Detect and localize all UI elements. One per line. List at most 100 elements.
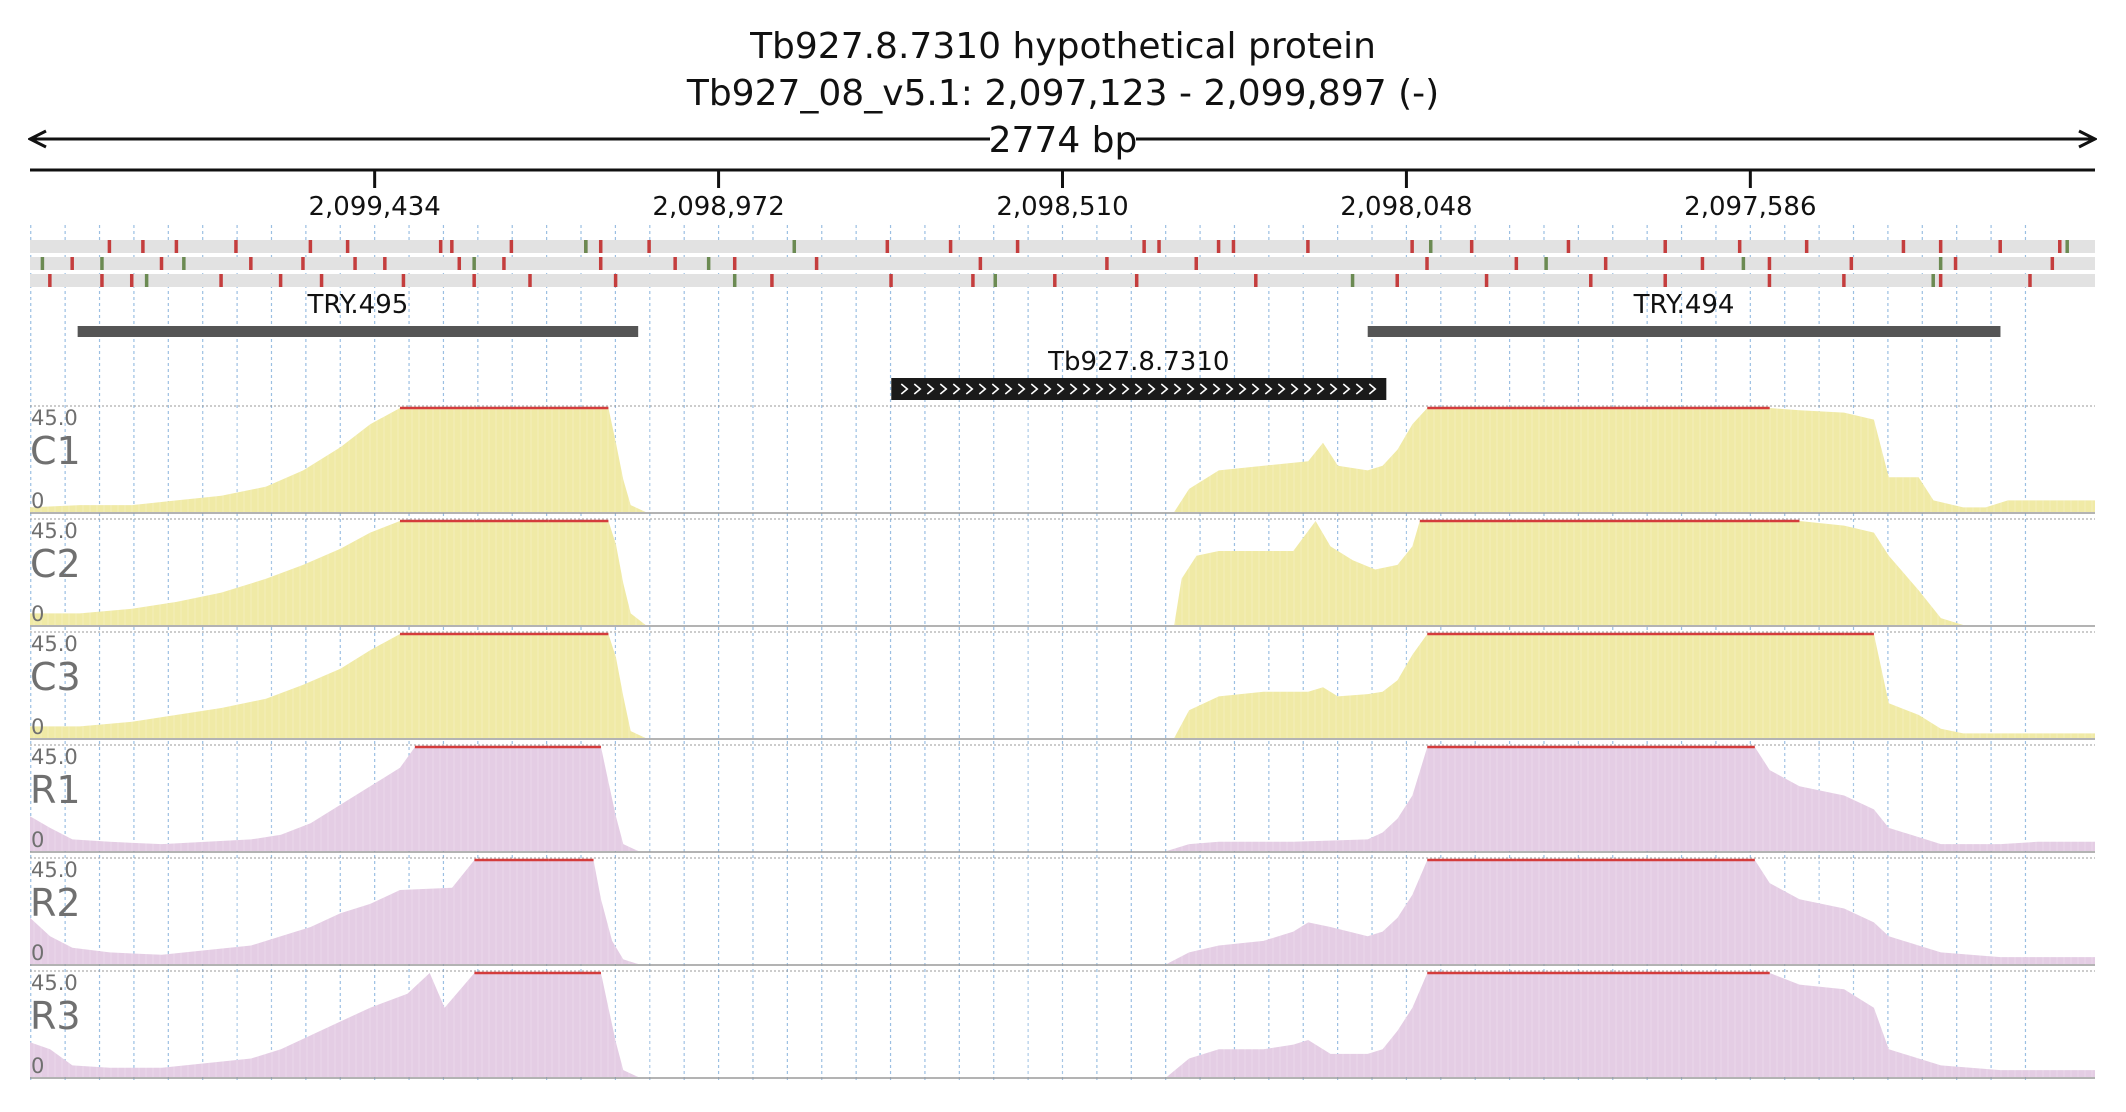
track-scale-max: 45.0: [31, 858, 78, 882]
strand-arrow: [1316, 383, 1325, 395]
stop-codon-mark: [647, 240, 651, 253]
track-scale-max: 45.0: [31, 519, 78, 543]
track-scale-min: 0: [31, 1054, 44, 1078]
stop-codon-mark: [249, 257, 253, 270]
gene-label: Tb927.8.7310: [1047, 347, 1229, 377]
tick-label: 2,099,434: [308, 192, 440, 222]
coverage-area: [30, 860, 2095, 964]
stop-codon-mark: [598, 240, 603, 253]
stop-codon-mark: [1306, 240, 1310, 253]
tick-label: 2,098,510: [996, 192, 1128, 222]
stop-codon-mark: [885, 240, 890, 253]
strand-arrow: [1251, 383, 1260, 395]
strand-arrow: [1303, 383, 1312, 395]
coverage-area: [30, 747, 2095, 851]
start-codon-mark: [993, 274, 998, 287]
stop-codon-mark: [100, 274, 104, 287]
stop-codon-mark: [345, 240, 350, 253]
track-scale-max: 45.0: [31, 406, 78, 430]
span-label-bg: [990, 122, 1136, 156]
stop-codon-mark: [732, 257, 737, 270]
strand-arrow: [939, 383, 948, 395]
start-codon-mark: [182, 257, 186, 270]
strand-arrow: [1004, 383, 1013, 395]
stop-codon-mark: [1469, 240, 1474, 253]
stop-codon-mark: [301, 257, 305, 270]
track-scale-max: 45.0: [31, 632, 78, 656]
stop-codon-mark: [174, 240, 179, 253]
start-codon-mark: [706, 257, 711, 270]
stop-codon-mark: [889, 274, 893, 287]
start-codon-mark: [1428, 240, 1433, 253]
stop-codon-mark: [1938, 240, 1943, 253]
stop-codon-mark: [353, 257, 357, 270]
stop-codon-mark: [528, 274, 532, 287]
strand-arrow: [1329, 383, 1338, 395]
stop-codon-mark: [1849, 257, 1854, 270]
strand-arrow: [1095, 383, 1104, 395]
stop-codon-mark: [1425, 257, 1429, 270]
stop-codon-mark: [219, 274, 223, 287]
stop-codon-mark: [1804, 240, 1809, 253]
stop-codon-mark: [1216, 240, 1221, 253]
start-codon-mark: [472, 257, 476, 270]
stop-codon-mark: [1231, 240, 1236, 253]
stop-codon-mark: [1700, 257, 1705, 270]
start-codon-mark: [100, 257, 104, 270]
coverage-tracks: 45.00C145.00C245.00C345.00R145.00R245.00…: [30, 405, 2095, 1079]
tick-label: 2,098,048: [1340, 192, 1472, 222]
track-scale-min: 0: [31, 489, 44, 513]
track-c1: 45.0 0 C1: [30, 405, 2095, 514]
track-scale-min: 0: [31, 828, 44, 852]
gene-title: Tb927.8.7310 hypothetical protein: [749, 26, 1376, 67]
track-name: C2: [30, 542, 81, 586]
track-scale-min: 0: [31, 715, 44, 739]
coverage-area: [30, 634, 2095, 738]
strand-arrow: [991, 383, 1000, 395]
stop-codon-mark: [450, 240, 454, 253]
track-r1: 45.0 0 R1: [30, 744, 2095, 853]
strand-arrow: [1225, 383, 1234, 395]
stop-codon-mark: [509, 240, 514, 253]
start-codon-mark: [1938, 257, 1943, 270]
strand-arrow: [1082, 383, 1091, 395]
stop-codon-mark: [948, 240, 953, 253]
stop-codon-mark: [1663, 274, 1667, 287]
start-codon-mark: [40, 257, 45, 270]
region-label: TRY.494: [1633, 290, 1735, 320]
strand-arrow: [913, 383, 922, 395]
stop-codon-mark: [278, 274, 283, 287]
strand-arrow: [1264, 383, 1273, 395]
stop-codon-mark: [598, 257, 603, 270]
track-name: R2: [30, 881, 81, 925]
frame-2-band: [30, 257, 2095, 270]
stop-codon-mark: [1395, 274, 1399, 287]
strand-arrow: [1355, 383, 1364, 395]
stop-codon-mark: [1953, 257, 1958, 270]
stop-codon-mark: [141, 240, 145, 253]
stop-codon-mark: [2050, 257, 2055, 270]
stop-codon-mark: [1603, 257, 1608, 270]
stop-codon-mark: [234, 240, 238, 253]
frame-3-band: [30, 274, 2095, 287]
stop-codon-mark: [401, 274, 406, 287]
track-c3: 45.0 0 C3: [30, 631, 2095, 740]
tick-label: 2,098,972: [652, 192, 784, 222]
stop-codon-mark: [383, 257, 387, 270]
stop-codon-mark: [1901, 240, 1906, 253]
stop-codon-mark: [1998, 240, 2002, 253]
strand-arrow: [965, 383, 974, 395]
strand-arrow: [1212, 383, 1221, 395]
stop-codon-mark: [1842, 274, 1846, 287]
track-name: R3: [30, 994, 81, 1038]
locus-title: Tb927_08_v5.1: 2,097,123 - 2,099,897 (-): [686, 73, 1439, 114]
stop-codon-mark: [1254, 274, 1258, 287]
stop-codon-mark: [1053, 274, 1057, 287]
stop-codon-mark: [1767, 257, 1772, 270]
stop-codon-mark: [319, 274, 324, 287]
strand-arrow: [1173, 383, 1182, 395]
strand-arrow: [1134, 383, 1143, 395]
start-codon-mark: [732, 274, 737, 287]
stop-codon-mark: [1015, 240, 1020, 253]
start-codon-mark: [1741, 257, 1746, 270]
